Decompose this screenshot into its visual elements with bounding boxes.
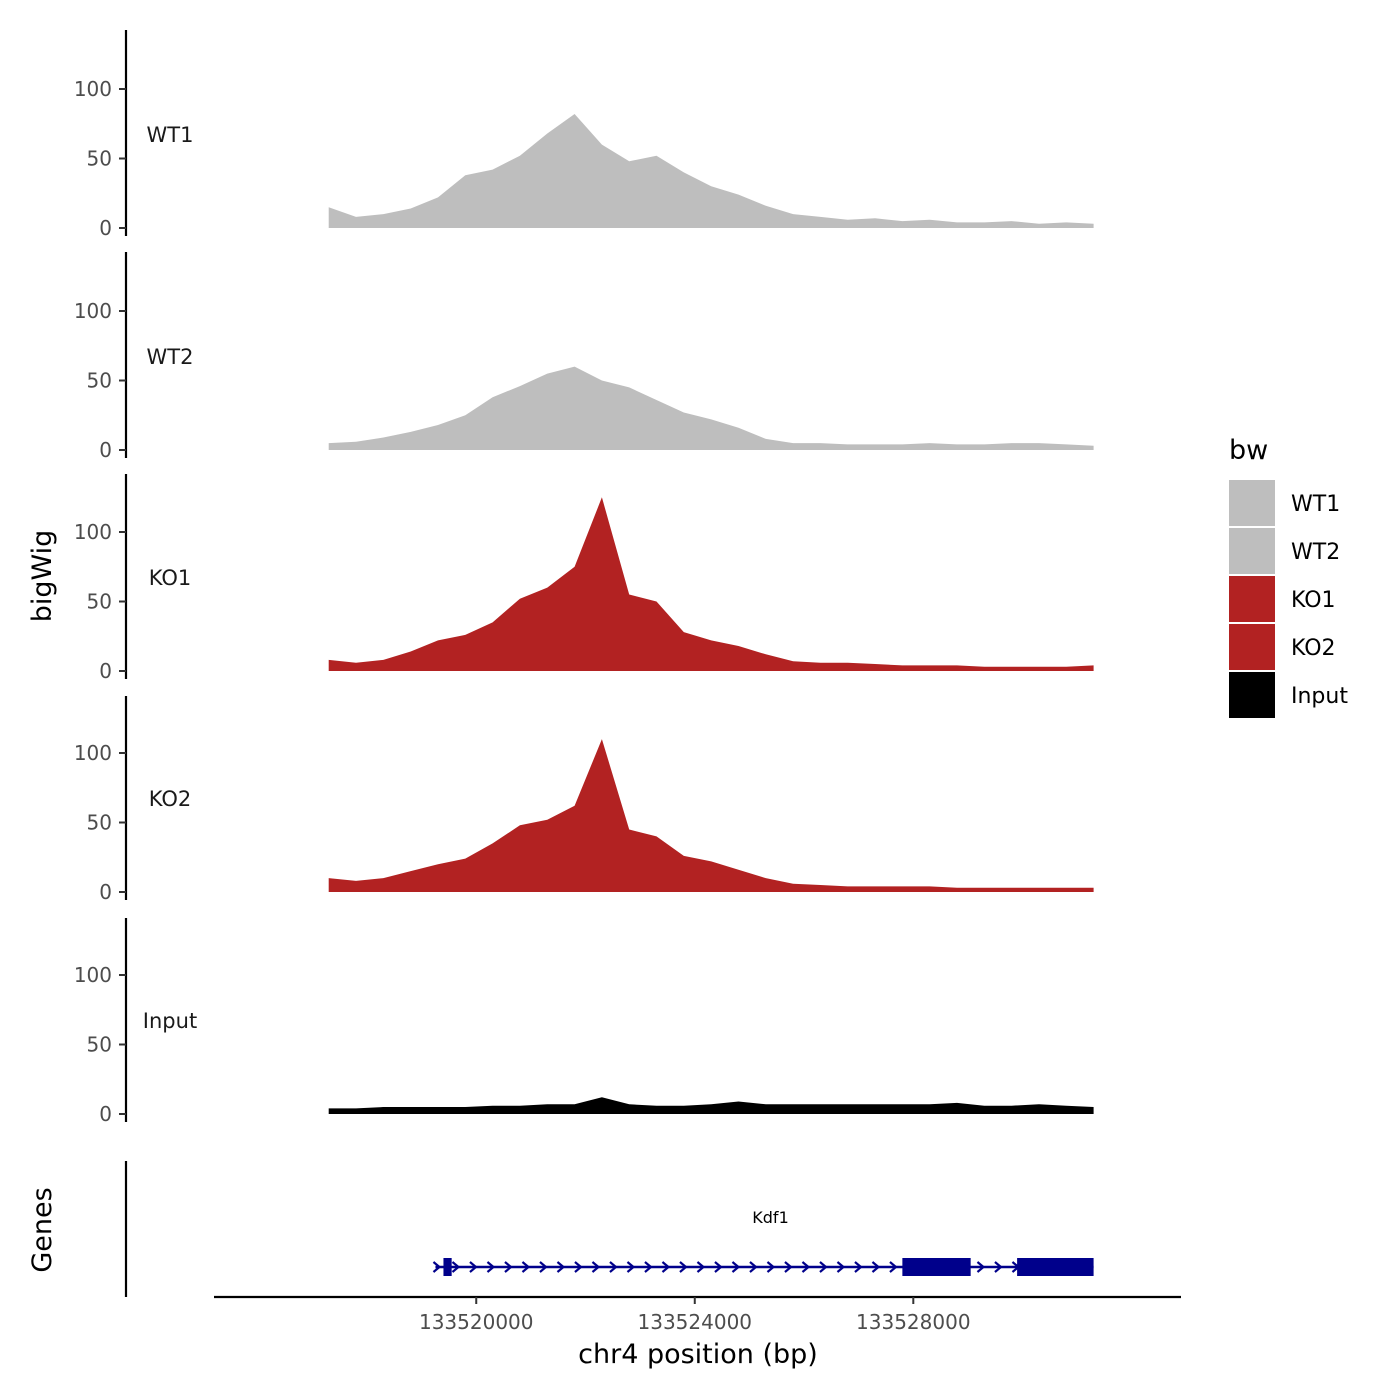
strand-chevron (539, 1261, 548, 1273)
strand-chevron (469, 1261, 478, 1273)
y-tick-label: 100 (74, 741, 112, 765)
strand-chevron (784, 1261, 793, 1273)
legend-label: WT2 (1291, 540, 1340, 565)
gene-label: Kdf1 (752, 1208, 788, 1227)
strand-chevron (871, 1261, 881, 1273)
strand-chevron (994, 1261, 1003, 1273)
y-tick-label: 100 (74, 77, 112, 101)
y-tick-label: 50 (87, 369, 112, 393)
y-tick-label: 50 (87, 147, 112, 171)
x-axis: 133520000 133524000 133528000 (214, 1295, 1181, 1334)
x-tick-label: 133524000 (638, 1310, 753, 1334)
x-tick-label: 133528000 (856, 1310, 971, 1334)
strand-chevron (731, 1261, 741, 1273)
coverage-area-wt1 (328, 114, 1094, 228)
gene-kdf1: Kdf1 (432, 1208, 1094, 1276)
strand-chevron (819, 1261, 828, 1273)
gene-track: Kdf1 (124, 1161, 1094, 1297)
y-tick-label: 0 (99, 216, 112, 240)
gene-exon (443, 1258, 452, 1276)
strand-chevron (451, 1261, 461, 1273)
x-axis-title: chr4 position (bp) (578, 1339, 818, 1370)
legend-swatch-ko1 (1229, 576, 1275, 622)
legend-swatch-ko2 (1229, 624, 1275, 670)
strand-chevron (836, 1261, 846, 1273)
genes-axis-title: Genes (27, 1187, 58, 1272)
legend: bw WT1 WT2 KO1 KO2 Input (1229, 435, 1348, 718)
y-tick-label: 0 (99, 438, 112, 462)
track-label: KO2 (149, 787, 192, 811)
y-tick-label: 100 (74, 963, 112, 987)
strand-chevron (609, 1261, 618, 1273)
strand-chevron (574, 1261, 583, 1273)
strand-chevron (976, 1261, 986, 1273)
x-tick-label: 133520000 (419, 1310, 534, 1334)
strand-chevron (504, 1261, 513, 1273)
strand-chevron (766, 1261, 776, 1273)
y-tick-label: 100 (74, 520, 112, 544)
gene-exon (1017, 1258, 1094, 1276)
strand-chevron (626, 1261, 636, 1273)
y-tick-label: 0 (99, 1102, 112, 1126)
track-wt1: 0 50 100 WT1 (74, 30, 1094, 240)
y-axis-title: bigWig (27, 530, 58, 623)
strand-chevron (556, 1261, 566, 1273)
track-label: WT2 (147, 345, 194, 369)
gene-exon (902, 1258, 971, 1276)
coverage-area-input (328, 1097, 1094, 1114)
y-tick-label: 0 (99, 880, 112, 904)
coverage-area-wt2 (328, 366, 1094, 450)
track-ko1: 0 50 100 KO1 (74, 474, 1094, 683)
y-tick-label: 0 (99, 659, 112, 683)
legend-swatch-wt2 (1229, 528, 1275, 574)
strand-chevron (661, 1261, 671, 1273)
legend-swatch-input (1229, 672, 1275, 718)
strand-chevron (644, 1261, 653, 1273)
y-tick-label: 50 (87, 590, 112, 614)
track-label: WT1 (147, 123, 194, 147)
strand-chevron (854, 1261, 863, 1273)
strand-chevron (801, 1261, 811, 1273)
legend-label: Input (1291, 684, 1348, 709)
strand-chevron (486, 1261, 496, 1273)
y-tick-label: 50 (87, 811, 112, 835)
track-label: Input (143, 1009, 197, 1033)
strand-chevron (696, 1261, 706, 1273)
track-label: KO1 (149, 566, 192, 590)
y-tick-label: 100 (74, 299, 112, 323)
coverage-area-ko1 (328, 497, 1094, 671)
strand-chevron (521, 1261, 531, 1273)
strand-chevron (679, 1261, 688, 1273)
tracks: 0 50 100 WT1 0 50 100 WT2 0 50 100 KO1 0 50 100 KO2 0 50 1… (74, 30, 1094, 1126)
strand-chevron (714, 1261, 723, 1273)
track-ko2: 0 50 100 KO2 (74, 696, 1094, 904)
legend-label: WT1 (1291, 492, 1340, 517)
coverage-area-ko2 (328, 739, 1094, 892)
legend-swatch-wt1 (1229, 480, 1275, 526)
legend-label: KO1 (1291, 588, 1336, 613)
strand-chevron (432, 1261, 442, 1273)
legend-title: bw (1229, 435, 1268, 466)
y-tick-label: 50 (87, 1033, 112, 1057)
strand-chevron (591, 1261, 601, 1273)
track-wt2: 0 50 100 WT2 (74, 252, 1094, 462)
track-input: 0 50 100 Input (74, 918, 1094, 1126)
strand-chevron (889, 1261, 898, 1273)
strand-chevron (749, 1261, 758, 1273)
legend-label: KO2 (1291, 636, 1336, 661)
